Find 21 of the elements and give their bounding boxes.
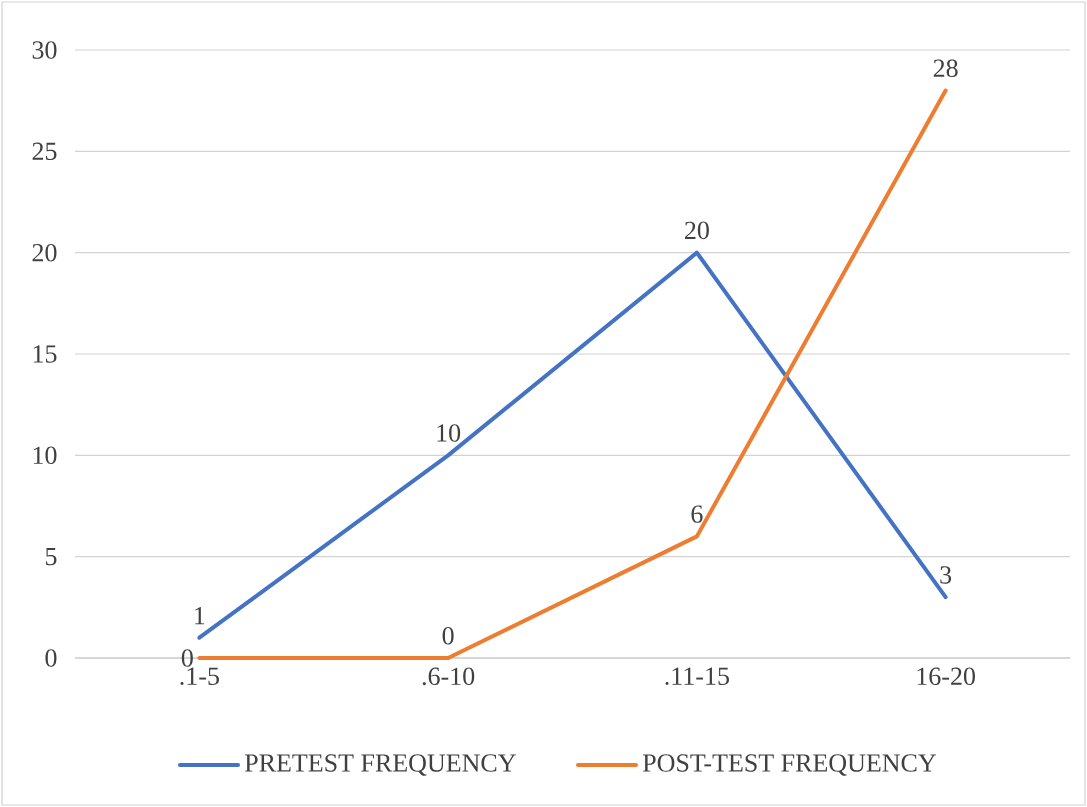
data-label: 6 — [691, 505, 703, 523]
data-label: 1 — [195, 607, 205, 625]
data-label: 3 — [940, 566, 952, 584]
y-tick-label: 20 — [32, 243, 57, 262]
data-label: 0 — [181, 649, 193, 667]
data-label: 10 — [437, 424, 461, 442]
y-tick-label: 0 — [45, 649, 57, 667]
x-tick-label: .6-10 — [422, 667, 475, 686]
legend-label: POST-TEST FREQUENCY — [642, 754, 936, 776]
y-tick-label: 5 — [45, 548, 57, 566]
y-tick-label: 10 — [33, 446, 57, 465]
data-label: 28 — [933, 59, 958, 77]
data-label: 20 — [685, 221, 709, 240]
y-tick-label: 30 — [32, 41, 57, 59]
data-label: 0 — [442, 626, 454, 645]
y-tick-label: 25 — [32, 142, 57, 161]
x-tick-label: 16-20 — [917, 667, 975, 686]
legend-label: PRETEST FREQUENCY — [244, 754, 516, 776]
y-tick-label: 15 — [33, 345, 57, 363]
x-tick-label: .11-15 — [665, 667, 729, 686]
x-tick-label: .1-5 — [180, 667, 219, 686]
